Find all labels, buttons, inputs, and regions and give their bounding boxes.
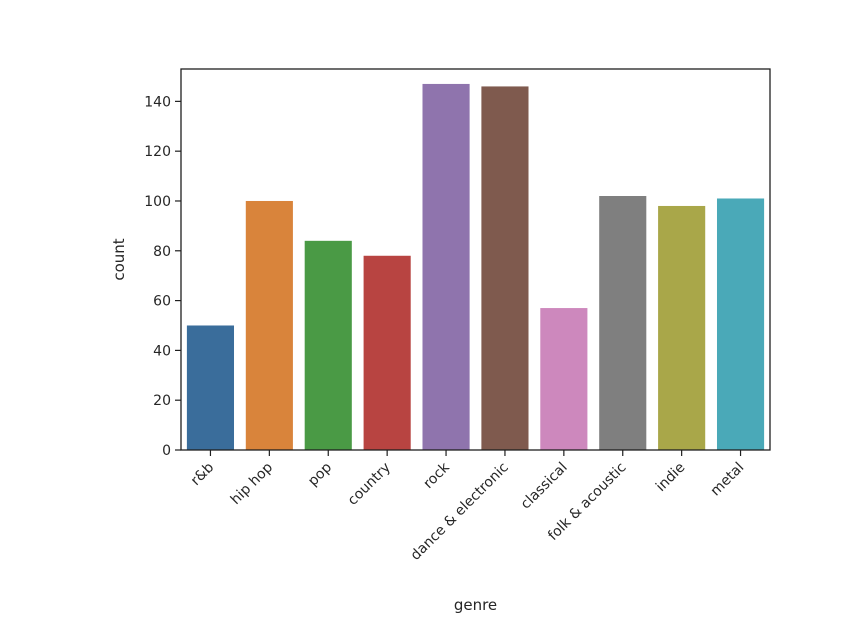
x-tick-label-indie: indie <box>653 460 688 495</box>
x-tick-label-country: country <box>345 460 394 509</box>
bar-dance-and-electronic <box>481 86 529 451</box>
x-tick-label-rock: rock <box>420 459 453 492</box>
bar-metal <box>716 198 765 450</box>
y-axis-label: count <box>110 238 128 280</box>
x-tick-label-metal: metal <box>708 460 748 500</box>
plot-frame <box>180 68 771 451</box>
bar-folk-and-acoustic <box>599 196 647 450</box>
x-tick-label-hip-hop: hip hop <box>228 459 276 507</box>
y-tick-label-0: 0 <box>162 443 171 459</box>
x-tick-label-classical: classical <box>518 460 571 513</box>
bar-rock <box>422 83 470 451</box>
x-tick-label-dance-and-electronic: dance & electronic <box>408 460 512 564</box>
y-tick-label-60: 60 <box>153 294 171 310</box>
bar-randb <box>186 325 235 450</box>
y-tick-label-100: 100 <box>144 194 171 210</box>
x-axis-label: genre <box>454 596 497 614</box>
y-tick-label-20: 20 <box>153 393 171 409</box>
x-tick-label-randb: r&b <box>188 459 217 488</box>
y-tick-label-120: 120 <box>144 144 171 160</box>
bar-indie <box>658 205 706 450</box>
bar-pop <box>304 240 352 450</box>
bar-hip-hop <box>245 200 293 450</box>
y-tick-label-40: 40 <box>153 343 171 359</box>
y-tick-label-140: 140 <box>144 94 171 110</box>
x-tick-label-pop: pop <box>305 459 335 489</box>
bars-group <box>186 83 765 451</box>
bar-country <box>363 255 411 450</box>
y-tick-label-80: 80 <box>153 244 171 260</box>
bar-classical <box>540 308 588 450</box>
y-axis: 0 20 40 60 80 100 120 140 <box>144 94 181 459</box>
